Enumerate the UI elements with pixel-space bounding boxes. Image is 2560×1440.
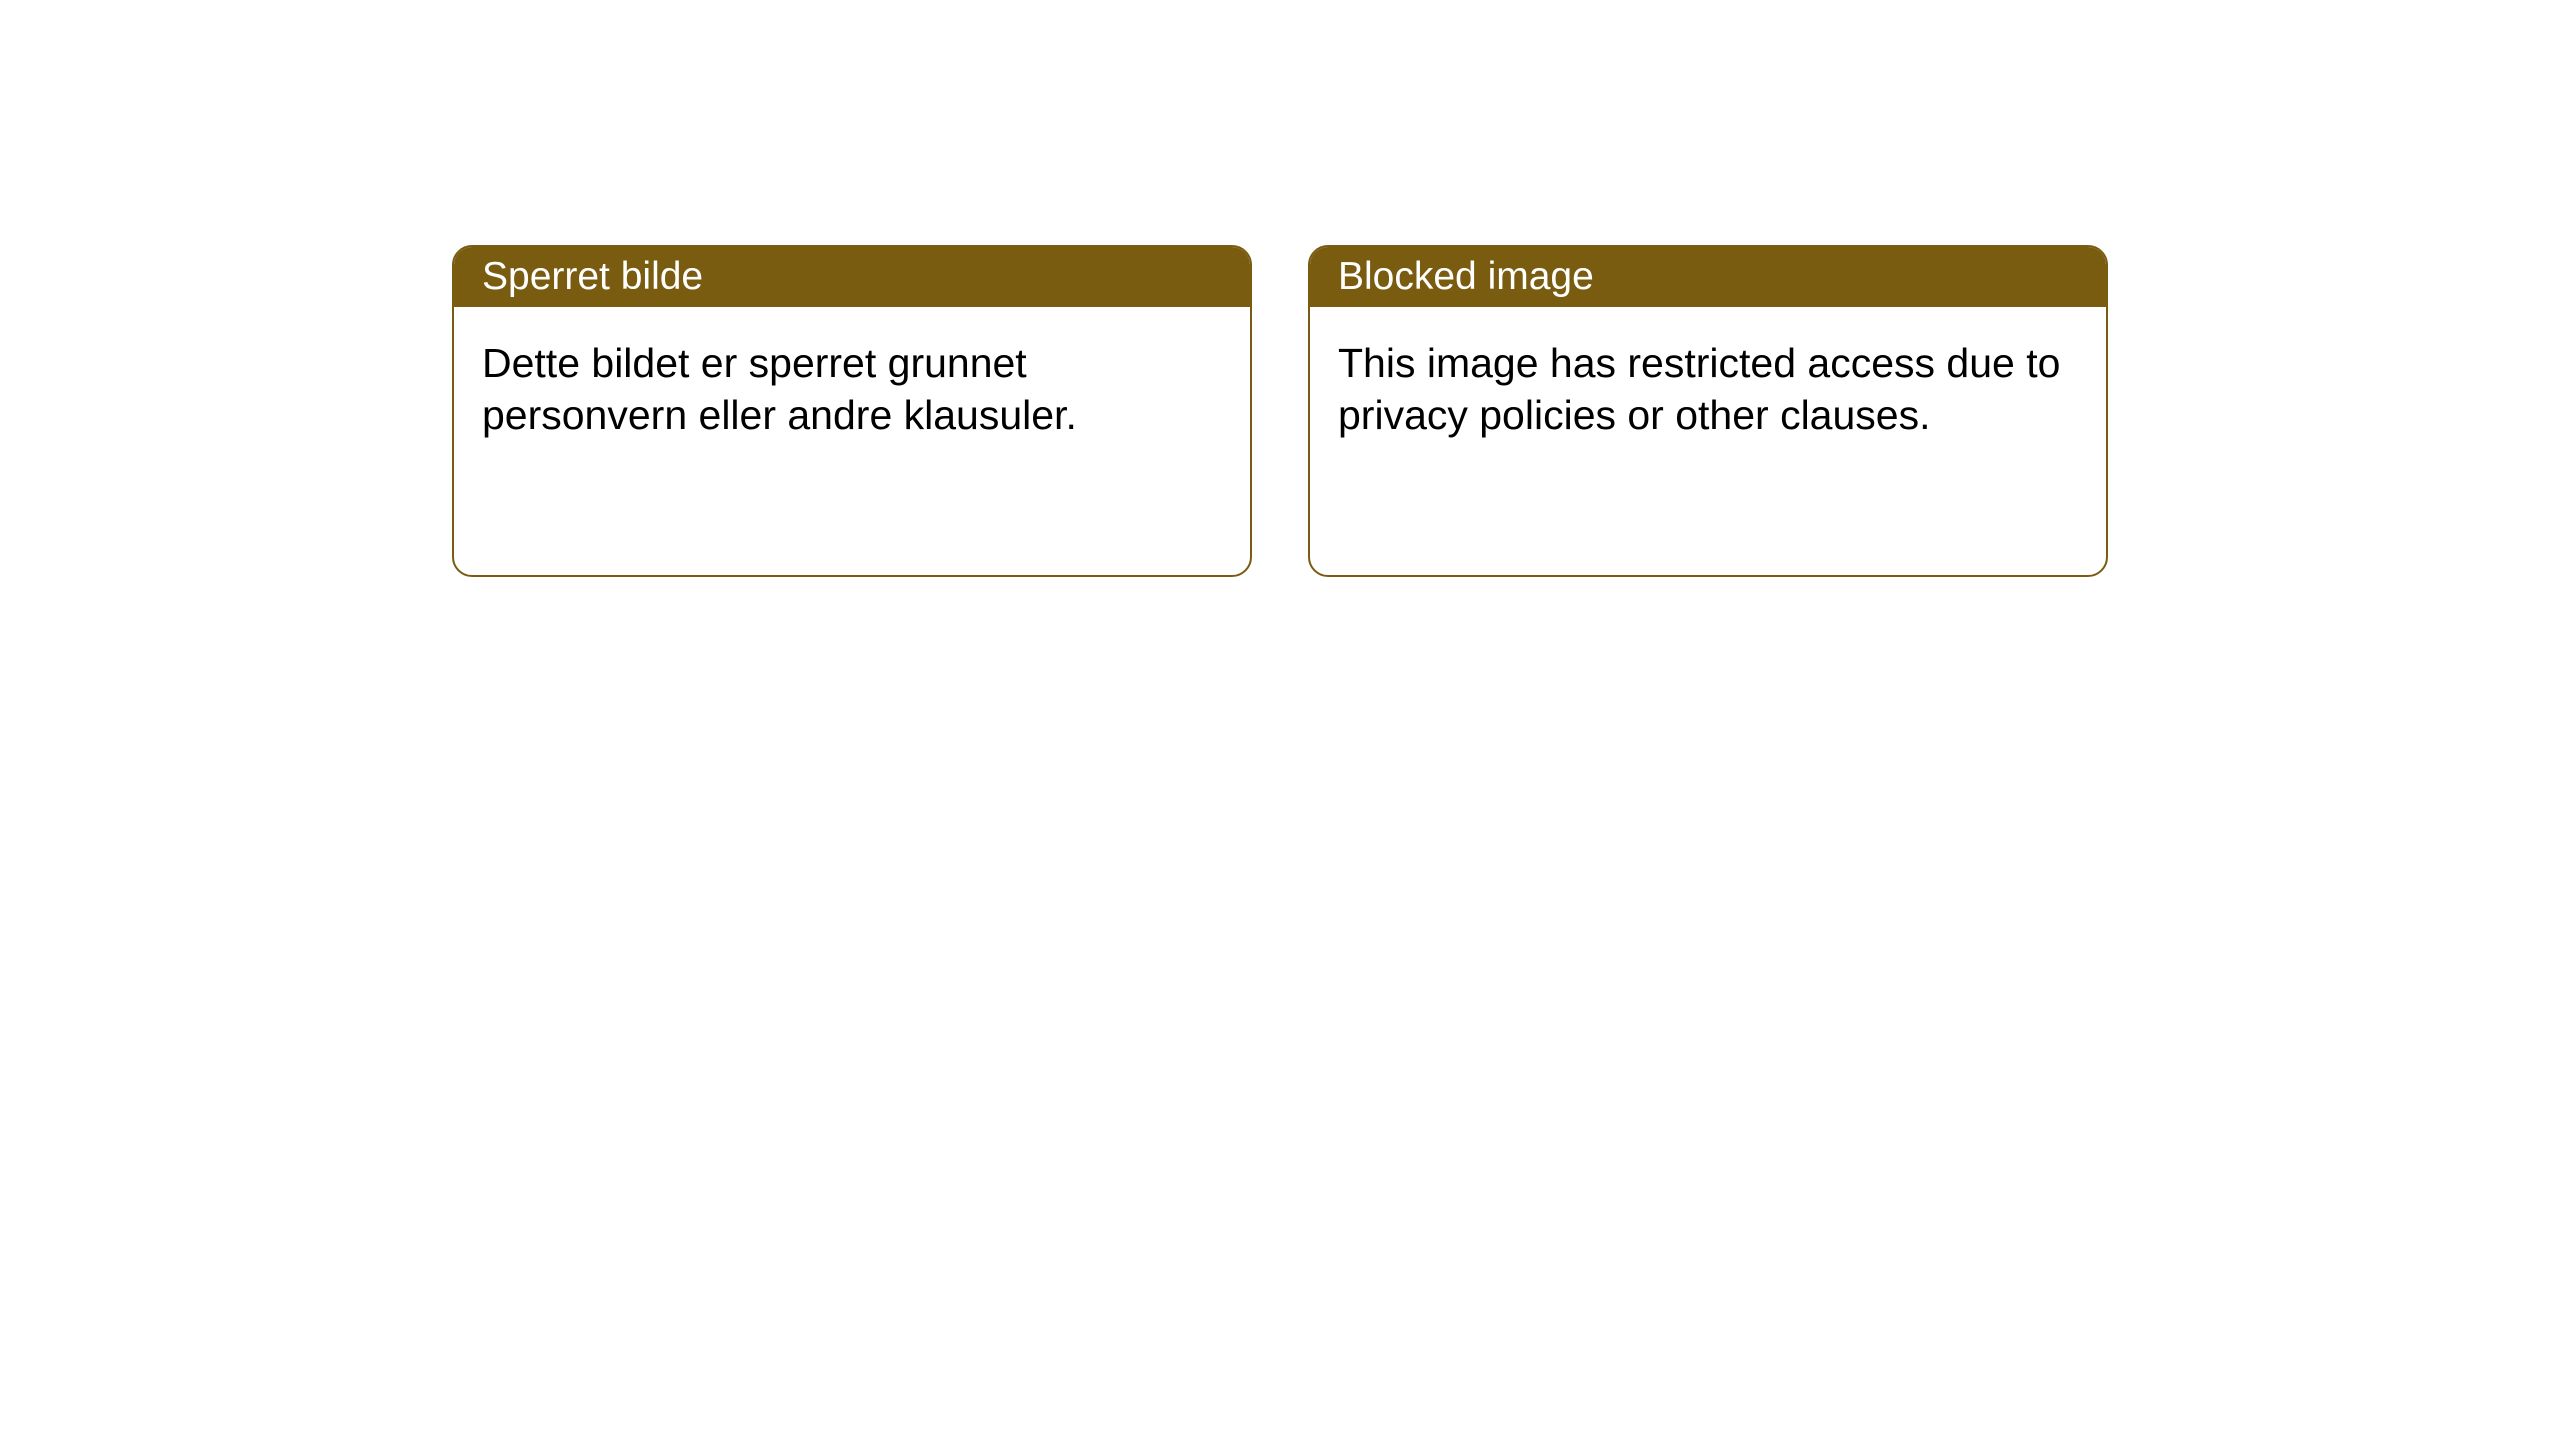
- notice-container: Sperret bilde Dette bildet er sperret gr…: [0, 0, 2560, 577]
- card-body: Dette bildet er sperret grunnet personve…: [454, 307, 1250, 472]
- notice-card-english: Blocked image This image has restricted …: [1308, 245, 2108, 577]
- card-message: This image has restricted access due to …: [1338, 340, 2060, 438]
- card-title: Sperret bilde: [482, 255, 703, 298]
- card-message: Dette bildet er sperret grunnet personve…: [482, 340, 1077, 438]
- card-header: Blocked image: [1310, 247, 2106, 307]
- card-body: This image has restricted access due to …: [1310, 307, 2106, 472]
- card-title: Blocked image: [1338, 255, 1594, 298]
- card-header: Sperret bilde: [454, 247, 1250, 307]
- notice-card-norwegian: Sperret bilde Dette bildet er sperret gr…: [452, 245, 1252, 577]
